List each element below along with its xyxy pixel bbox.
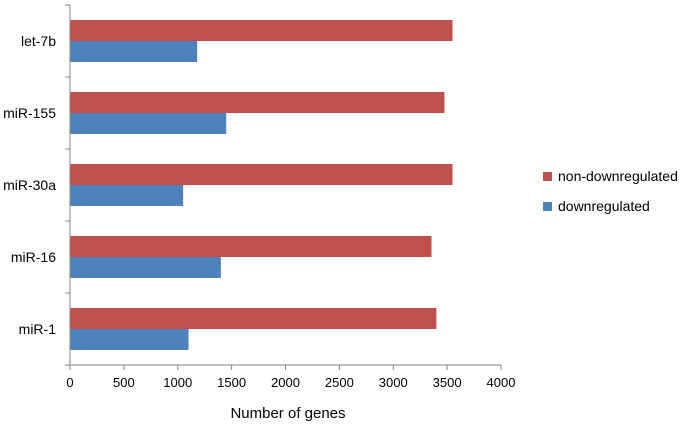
category-label: miR-1 <box>19 321 57 337</box>
category-label: let-7b <box>21 33 56 49</box>
legend: non-downregulated downregulated <box>543 168 678 214</box>
axes-layer <box>65 4 502 370</box>
bars-layer <box>70 20 453 350</box>
bar-non-downregulated-miR-16 <box>70 236 432 257</box>
bar-non-downregulated-miR-155 <box>70 92 445 113</box>
bar-downregulated-miR-30a <box>70 185 184 206</box>
bar-non-downregulated-let-7b <box>70 20 453 41</box>
legend-label-downregulated: downregulated <box>558 198 650 214</box>
x-axis-title: Number of genes <box>230 405 345 422</box>
category-label: miR-155 <box>3 105 56 121</box>
bar-non-downregulated-miR-30a <box>70 164 453 185</box>
x-tick-label: 2000 <box>271 375 300 390</box>
bar-downregulated-miR-16 <box>70 257 221 278</box>
x-tick-label: 1000 <box>163 375 192 390</box>
category-label: miR-16 <box>11 249 56 265</box>
legend-swatch-downregulated <box>543 202 552 211</box>
x-tick-label: 4000 <box>487 375 516 390</box>
bar-non-downregulated-miR-1 <box>70 308 437 329</box>
legend-label-non-downregulated: non-downregulated <box>558 168 678 184</box>
category-label: miR-30a <box>3 177 56 193</box>
bar-downregulated-let-7b <box>70 41 198 62</box>
x-tick-label: 3500 <box>433 375 462 390</box>
x-tick-label: 3000 <box>379 375 408 390</box>
x-tick-label: 1500 <box>217 375 246 390</box>
bar-downregulated-miR-1 <box>70 329 189 350</box>
x-tick-label: 0 <box>66 375 73 390</box>
bar-downregulated-miR-155 <box>70 113 227 134</box>
labels-layer: let-7b miR-155 miR-30a miR-16 miR-1 0 500 1000 1… <box>3 33 515 390</box>
x-tick-label: 2500 <box>325 375 354 390</box>
legend-swatch-non-downregulated <box>543 172 552 181</box>
x-tick-label: 500 <box>113 375 135 390</box>
